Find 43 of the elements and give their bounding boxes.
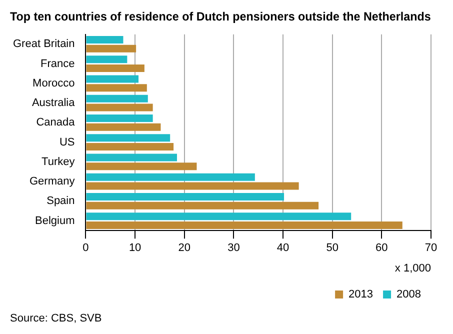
y-tick-label: Turkey xyxy=(42,156,76,168)
bar xyxy=(86,221,402,229)
x-tick-label: 0 xyxy=(82,242,89,254)
x-tick-label: 40 xyxy=(276,242,290,254)
bar xyxy=(86,212,352,220)
bar xyxy=(86,202,319,210)
bar xyxy=(86,193,284,201)
bar xyxy=(86,64,144,72)
bar xyxy=(86,84,147,92)
bar xyxy=(86,114,153,122)
bar xyxy=(86,104,153,112)
bar xyxy=(86,36,124,44)
y-tick-label: Belgium xyxy=(34,214,75,227)
bar xyxy=(86,56,128,64)
legend-label: 2013 xyxy=(348,288,374,301)
y-tick-label: Great Britain xyxy=(12,38,75,50)
y-tick-label: France xyxy=(40,58,75,70)
bar xyxy=(86,182,299,190)
bar xyxy=(86,162,197,170)
x-tick-label: 30 xyxy=(228,242,240,254)
chart-title: Top ten countries of residence of Dutch pensioners outside the Netherlands xyxy=(10,9,432,24)
bar xyxy=(86,44,136,52)
x-tick-label: 10 xyxy=(128,242,142,254)
bar xyxy=(86,154,177,162)
y-tick-label: Spain xyxy=(46,195,75,208)
x-tick-label: 20 xyxy=(178,242,191,254)
x-tick-label: 60 xyxy=(376,242,388,254)
bar xyxy=(86,75,139,83)
legend-label: 2008 xyxy=(396,288,422,301)
bar xyxy=(86,123,161,131)
y-tick-label: Canada xyxy=(36,116,76,129)
y-tick-label: Germany xyxy=(29,176,76,188)
y-tick-label: Morocco xyxy=(32,77,75,90)
x-tick-label: 70 xyxy=(424,242,438,254)
x-tick-label: 50 xyxy=(326,242,338,254)
y-tick-label: US xyxy=(59,136,75,148)
y-tick-label: Australia xyxy=(32,97,76,110)
source-note: Source: CBS, SVB xyxy=(10,312,102,325)
x-axis-title: x 1,000 xyxy=(394,262,431,274)
bar xyxy=(86,134,170,142)
bar xyxy=(86,142,174,150)
bar xyxy=(86,94,148,102)
bar xyxy=(86,173,255,181)
